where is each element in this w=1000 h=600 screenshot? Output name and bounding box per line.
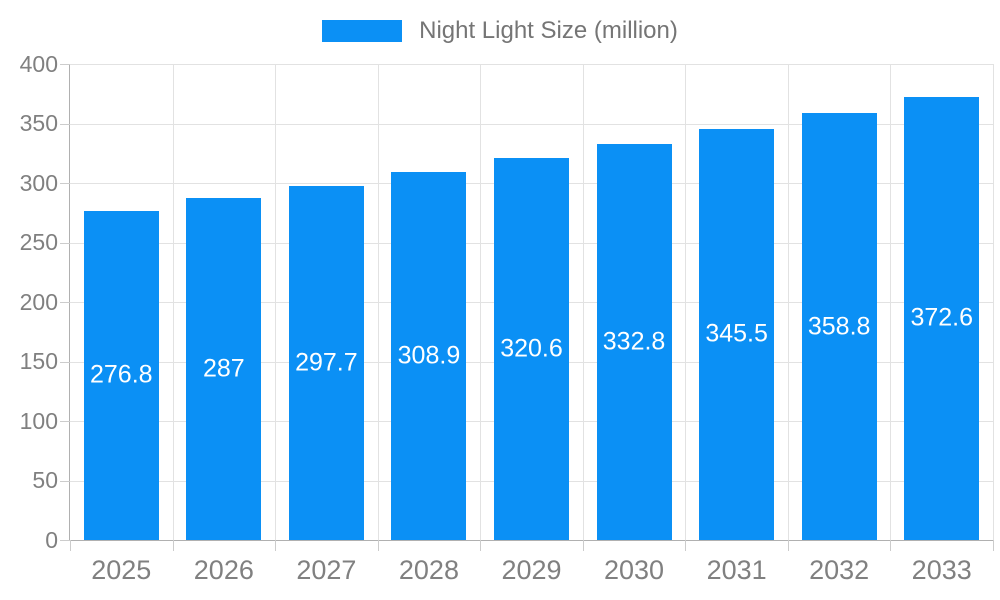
- y-tick-label: 100: [19, 407, 58, 434]
- x-tick-label: 2028: [398, 555, 459, 585]
- bar[interactable]: 372.6: [904, 96, 980, 540]
- y-gridline: [70, 64, 993, 65]
- x-tick-label: 2025: [91, 555, 152, 585]
- y-tick: [60, 421, 70, 422]
- bar-value-label: 358.8: [807, 312, 871, 340]
- x-tick-label: 2032: [809, 555, 870, 585]
- x-tick: [993, 540, 994, 551]
- x-tick-label: 2027: [296, 555, 357, 585]
- bar-value-label: 287: [202, 354, 245, 383]
- y-tick-label: 350: [19, 110, 58, 136]
- x-tick-label: 2031: [706, 555, 767, 585]
- x-gridline: [275, 64, 277, 540]
- y-tick: [60, 302, 70, 303]
- x-tick-label: 2030: [604, 555, 665, 585]
- legend-swatch-icon: [322, 20, 403, 42]
- bar-value-label: 372.6: [910, 303, 973, 332]
- bar[interactable]: 320.6: [494, 158, 569, 540]
- x-tick: [787, 540, 789, 551]
- x-gridline: [582, 64, 584, 540]
- y-tick: [60, 242, 70, 244]
- y-tick-label: 150: [19, 348, 58, 374]
- x-gridline: [993, 64, 994, 540]
- x-axis-line: [69, 540, 993, 541]
- bar-value-label: 345.5: [705, 319, 768, 348]
- x-tick-label: 2033: [911, 555, 972, 585]
- y-gridline: [70, 123, 993, 125]
- x-gridline: [685, 64, 687, 540]
- x-tick: [70, 540, 71, 551]
- bar-value-label: 332.8: [602, 327, 666, 356]
- x-tick: [480, 540, 482, 551]
- bar[interactable]: 358.8: [801, 113, 877, 540]
- legend[interactable]: Night Light Size (million): [0, 16, 1000, 46]
- bar-value-label: 276.8: [89, 360, 153, 389]
- x-tick: [172, 540, 174, 551]
- bar[interactable]: 276.8: [83, 210, 159, 540]
- bar-value-label: 308.9: [397, 341, 461, 370]
- x-gridline: [787, 64, 789, 540]
- x-gridline: [377, 64, 379, 540]
- y-tick: [60, 123, 70, 125]
- y-tick: [60, 361, 70, 363]
- y-tick-label: 400: [19, 50, 58, 77]
- y-tick-label: 50: [32, 467, 58, 493]
- bar[interactable]: 332.8: [596, 143, 672, 540]
- y-tick: [60, 540, 70, 541]
- bar[interactable]: 308.9: [391, 172, 467, 540]
- x-tick: [890, 540, 892, 551]
- legend-label: Night Light Size (million): [419, 17, 678, 44]
- x-tick: [582, 540, 584, 551]
- x-tick-label: 2026: [193, 555, 254, 585]
- x-tick: [377, 540, 379, 551]
- x-tick-label: 2029: [501, 555, 562, 585]
- y-tick: [60, 183, 70, 184]
- x-gridline: [480, 64, 482, 540]
- y-tick-label: 200: [19, 288, 58, 315]
- bar-value-label: 297.7: [295, 348, 358, 377]
- y-tick-label: 300: [19, 169, 58, 196]
- y-tick-label: 0: [45, 526, 58, 553]
- plot-area: 276.8 287 297.7 308.9 320.6 332.8 345.5 358.8 37…: [70, 64, 994, 540]
- bar-value-label: 320.6: [500, 334, 563, 363]
- x-tick: [685, 540, 687, 551]
- y-tick: [60, 64, 70, 65]
- y-tick: [60, 480, 70, 482]
- x-tick: [275, 540, 277, 551]
- bar[interactable]: 345.5: [699, 128, 775, 540]
- x-gridline: [890, 64, 892, 540]
- y-tick-label: 250: [19, 229, 58, 255]
- bar[interactable]: 297.7: [288, 185, 364, 540]
- x-gridline: [172, 64, 174, 540]
- bar[interactable]: 287: [186, 198, 262, 540]
